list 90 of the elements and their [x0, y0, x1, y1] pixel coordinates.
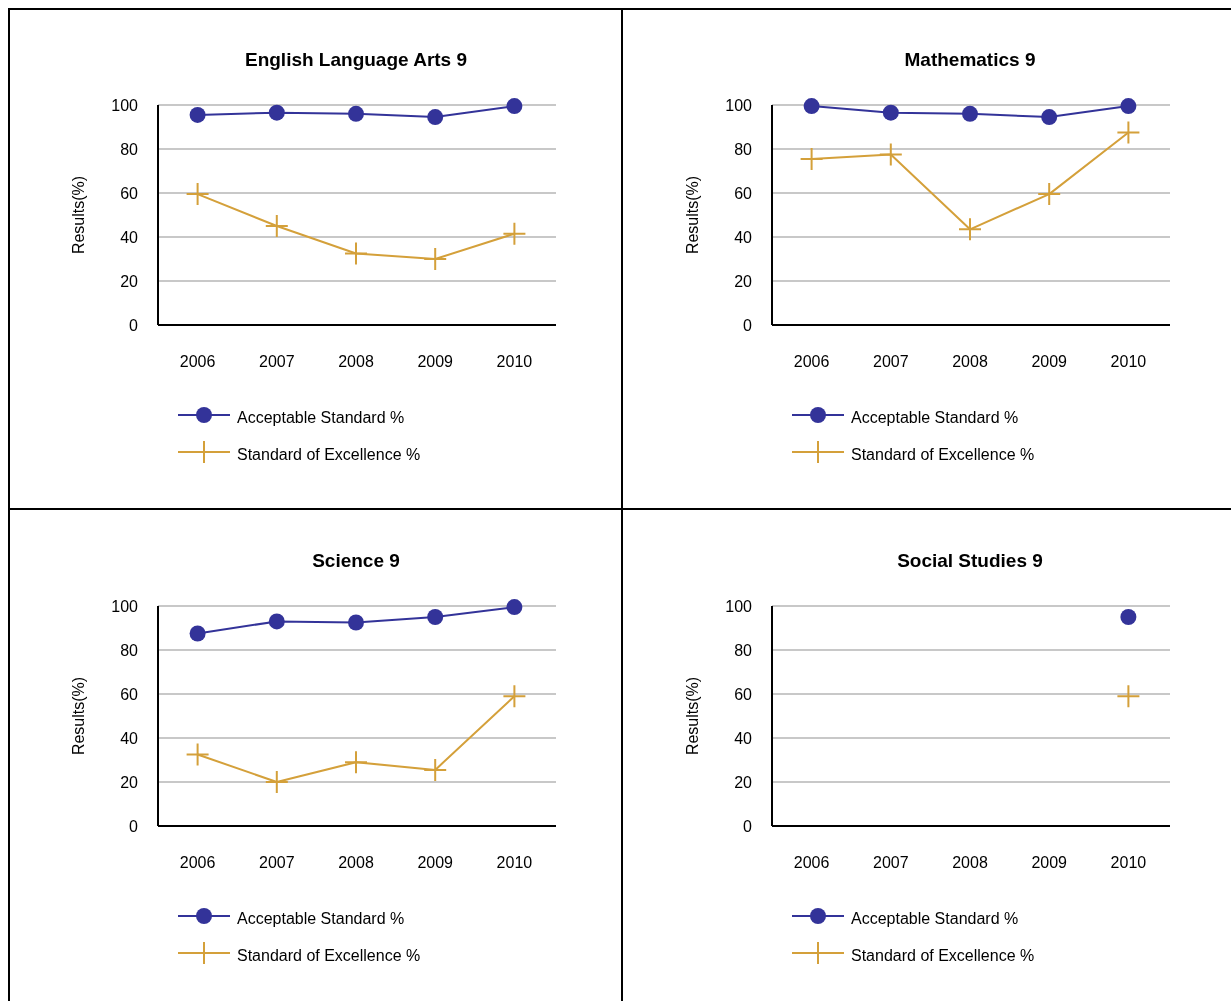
y-tick-label: 80	[734, 140, 753, 158]
point	[427, 109, 444, 126]
y-axis-title: Results(%)	[684, 676, 701, 756]
point	[506, 98, 523, 115]
x-tick-label: 2006	[793, 353, 830, 370]
legend-label: Acceptable Standard %	[237, 408, 405, 426]
chart-title: Social Studies 9	[897, 550, 1043, 571]
legend-label: Standard of Excellence %	[851, 445, 1035, 463]
x-tick-label: 2007	[873, 353, 909, 370]
point	[506, 599, 523, 616]
y-axis-title: Results(%)	[70, 676, 87, 756]
y-tick-label: 80	[120, 140, 139, 158]
point	[503, 222, 526, 245]
y-tick-label: 20	[120, 272, 139, 290]
point	[265, 771, 288, 793]
legend-label: Standard of Excellence %	[851, 946, 1035, 964]
x-tick-label: 2010	[1110, 353, 1147, 370]
point	[962, 105, 978, 122]
y-axis-title: Results(%)	[70, 175, 87, 255]
y-tick-label: 80	[120, 641, 139, 659]
y-tick-label: 40	[120, 228, 139, 246]
y-tick-label: 0	[743, 316, 753, 334]
point	[424, 758, 447, 781]
chart-title: Science 9	[312, 550, 400, 571]
y-tick-label: 60	[734, 184, 753, 202]
point	[424, 248, 447, 270]
y-tick-label: 60	[120, 184, 139, 202]
legend-label: Standard of Excellence %	[237, 445, 421, 463]
x-tick-label: 2008	[338, 353, 374, 370]
point	[800, 147, 823, 170]
point	[1120, 98, 1137, 115]
y-tick-label: 0	[743, 817, 753, 835]
y-tick-label: 20	[734, 272, 753, 290]
x-tick-label: 2006	[793, 854, 830, 871]
x-tick-label: 2009	[1031, 854, 1068, 871]
y-tick-label: 80	[734, 641, 753, 659]
y-tick-label: 20	[120, 773, 139, 791]
x-tick-label: 2009	[417, 854, 454, 871]
point	[427, 609, 444, 625]
x-tick-label: 2008	[952, 854, 988, 871]
x-tick-label: 2010	[496, 353, 533, 370]
point	[1041, 109, 1058, 126]
y-tick-label: 100	[725, 96, 753, 114]
point	[1117, 121, 1140, 144]
y-tick-label: 40	[734, 228, 753, 246]
point	[503, 685, 526, 708]
x-tick-label: 2006	[179, 854, 216, 871]
point	[1038, 183, 1061, 206]
point	[348, 614, 364, 631]
y-axis-title: Results(%)	[684, 175, 701, 255]
point	[268, 613, 285, 630]
y-tick-label: 0	[129, 316, 139, 334]
chart-title: Mathematics 9	[904, 49, 1036, 70]
x-tick-label: 2007	[873, 854, 909, 871]
y-tick-label: 100	[111, 597, 139, 615]
point	[959, 218, 981, 241]
point	[268, 104, 285, 121]
y-tick-label: 60	[120, 685, 139, 703]
legend-label: Acceptable Standard %	[851, 909, 1019, 927]
point	[189, 625, 206, 642]
point	[186, 743, 209, 766]
point	[265, 215, 288, 237]
x-tick-label: 2010	[1110, 854, 1147, 871]
x-tick-label: 2008	[338, 854, 374, 871]
point	[882, 104, 899, 121]
point	[348, 105, 364, 122]
point	[189, 106, 206, 123]
y-tick-label: 60	[734, 685, 753, 703]
legend-label: Acceptable Standard %	[237, 909, 405, 927]
chart-title: English Language Arts 9	[244, 49, 468, 70]
x-tick-label: 2007	[259, 854, 295, 871]
x-tick-label: 2010	[496, 854, 533, 871]
y-tick-label: 20	[734, 773, 753, 791]
x-tick-label: 2006	[179, 353, 216, 370]
y-tick-label: 40	[734, 729, 753, 747]
legend-label: Acceptable Standard %	[851, 408, 1019, 426]
x-tick-label: 2008	[952, 353, 988, 370]
point	[879, 143, 902, 166]
point	[345, 242, 367, 265]
x-tick-label: 2009	[417, 353, 454, 370]
y-tick-label: 0	[129, 817, 139, 835]
x-tick-label: 2009	[1031, 353, 1068, 370]
point	[803, 98, 820, 115]
point	[345, 751, 367, 774]
legend-label: Standard of Excellence %	[237, 946, 421, 964]
point	[186, 183, 209, 206]
y-tick-label: 100	[725, 597, 753, 615]
x-tick-label: 2007	[259, 353, 295, 370]
y-tick-label: 40	[120, 729, 139, 747]
y-tick-label: 100	[111, 96, 139, 114]
